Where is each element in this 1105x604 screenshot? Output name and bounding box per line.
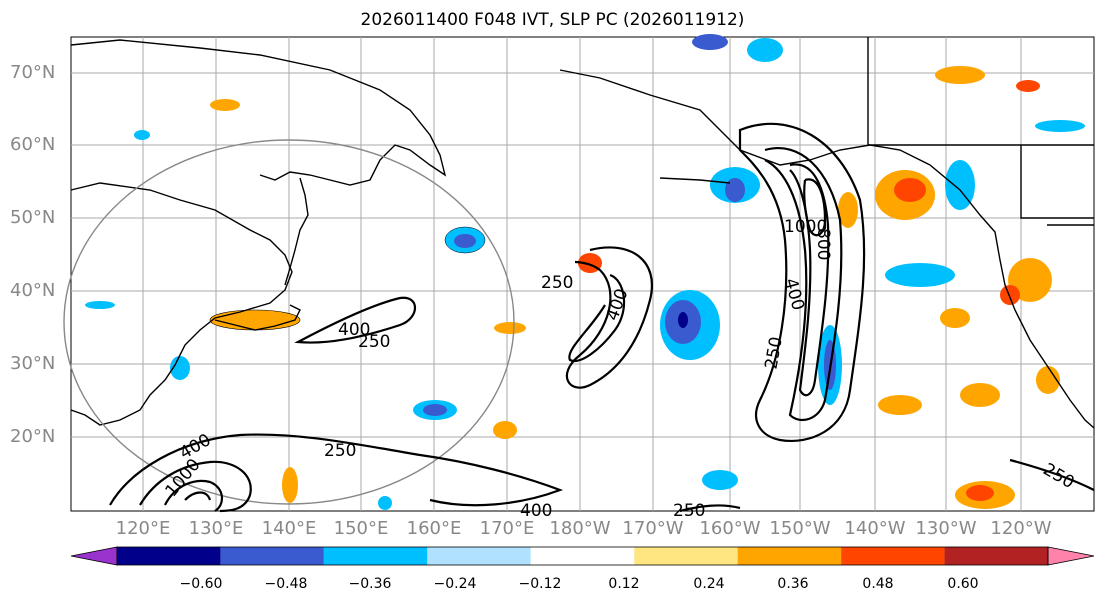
orange-blob [209, 309, 301, 331]
colorbar-box [737, 547, 842, 565]
colorbar-tick-label: −0.24 [433, 576, 477, 592]
colorbar-tick-label: 0.60 [947, 576, 979, 592]
colorbar [70, 546, 1095, 566]
lon-label: 130°W [915, 518, 977, 539]
lon-label: 140°E [261, 518, 317, 539]
contour-label: 250 [358, 332, 390, 352]
colorbar-tick-label: −0.12 [518, 576, 562, 592]
colorbar-box [530, 547, 635, 565]
colorbar-tick-label: −0.48 [264, 576, 308, 592]
lon-label: 160°E [406, 518, 462, 539]
blue-blob [692, 34, 728, 50]
colorbar-tick-label: 0.48 [862, 576, 894, 592]
orange-blob [1016, 80, 1040, 92]
blue-blob [885, 263, 955, 287]
anomaly-shading [85, 34, 1085, 510]
lon-label: 180°W [549, 518, 611, 539]
orange-blob [1036, 366, 1060, 394]
lon-label: 150°E [333, 518, 389, 539]
contour-label: 250 [541, 273, 573, 293]
blue-blob [725, 178, 745, 202]
lon-label: 170°W [622, 518, 684, 539]
colorbar-box [323, 547, 428, 565]
colorbar-extend-high [1047, 546, 1095, 566]
colorbar-box [220, 547, 324, 565]
contour-label: 400 [520, 501, 552, 521]
blue-blob [702, 470, 738, 490]
orange-blob [282, 467, 298, 503]
lat-label: 70°N [10, 62, 56, 83]
lon-label: 120°E [115, 518, 171, 539]
orange-blob [494, 322, 526, 334]
red-blob [966, 485, 994, 501]
colorbar-tick-label: −0.60 [179, 576, 223, 592]
contour-label: 800 [813, 228, 833, 260]
lon-label: 130°E [188, 518, 244, 539]
orange-blob [960, 383, 1000, 407]
blue-blob [945, 160, 975, 210]
contour-label: 250 [324, 441, 356, 461]
colorbar-tick-label: 0.12 [608, 576, 640, 592]
colorbar-tick-label: −0.36 [348, 576, 392, 592]
contour-label: 400 [338, 320, 370, 340]
lat-label: 60°N [10, 134, 56, 155]
contour-label: 1000 [784, 217, 827, 237]
blue-blob [85, 301, 115, 309]
lat-label: 30°N [10, 353, 56, 374]
lat-label: 50°N [10, 207, 56, 228]
lon-label: 170°E [479, 518, 535, 539]
red-blob [894, 178, 926, 202]
coastlines [70, 37, 1095, 429]
orange-blob [878, 395, 922, 415]
blue-blob [378, 496, 392, 510]
lon-label: 160°W [699, 518, 761, 539]
colorbar-box [841, 547, 945, 565]
blue-blob [678, 312, 688, 328]
red-blob [1000, 285, 1020, 305]
colorbar-box [634, 547, 738, 565]
blue-blob [423, 404, 447, 416]
colorbar-box [427, 547, 531, 565]
contour-label: 250 [673, 501, 705, 521]
colorbar-box [944, 547, 1048, 565]
colorbar-frame [116, 546, 1049, 566]
orange-blob [493, 421, 517, 439]
colorbar-tick-label: 0.24 [693, 576, 725, 592]
orange-blob [210, 99, 240, 111]
colorbar-extend-low [70, 546, 118, 566]
blue-blob [454, 234, 476, 248]
lon-label: 120°W [990, 518, 1052, 539]
lon-label: 150°W [769, 518, 831, 539]
colorbar-tick-label: 0.36 [777, 576, 809, 592]
blue-blob [134, 130, 150, 140]
map-title: 2026011400 F048 IVT, SLP PC (2026011912) [360, 10, 745, 30]
blue-blob [1035, 120, 1085, 132]
colorbar-box [117, 547, 221, 565]
ivt-contours [109, 122, 1095, 513]
blue-blob [747, 38, 783, 62]
orange-blob [940, 308, 970, 328]
orange-blob [935, 66, 985, 84]
lat-label: 20°N [10, 426, 56, 447]
lon-label: 140°W [844, 518, 906, 539]
lat-label: 40°N [10, 280, 56, 301]
blue-blob [170, 356, 190, 380]
reference-circle [63, 139, 515, 505]
orange-blob [838, 192, 858, 228]
